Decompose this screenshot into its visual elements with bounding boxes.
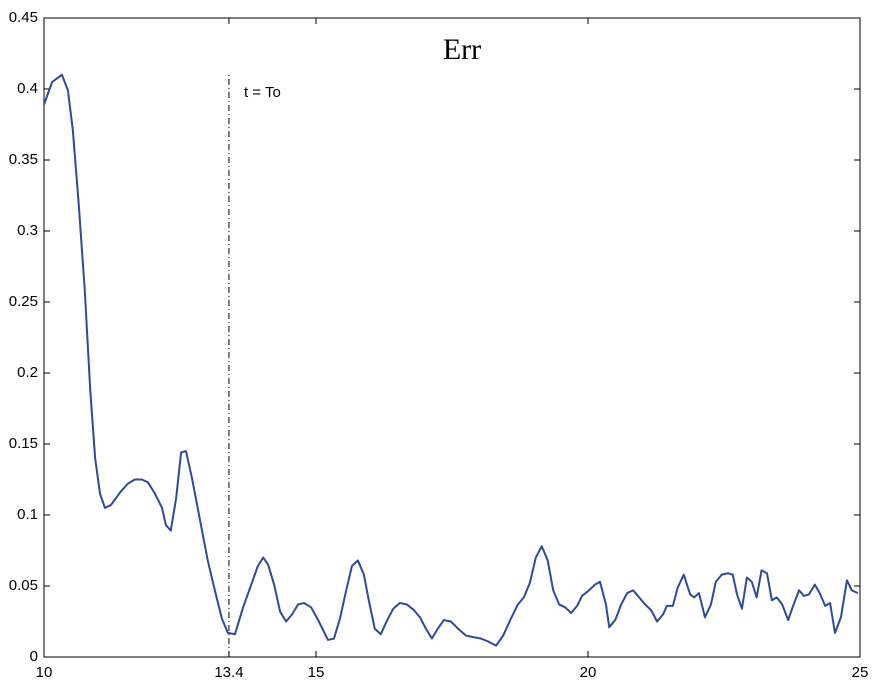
y-tick-label: 0.3 [17, 222, 38, 239]
x-tick-label: 10 [36, 664, 53, 681]
y-tick-label: 0.2 [17, 364, 38, 381]
y-tick-label: 0.4 [17, 80, 38, 97]
y-tick-label: 0.15 [9, 435, 38, 452]
chart-title: Err [443, 33, 481, 66]
y-tick-label: 0.45 [9, 9, 38, 26]
x-tick-label: 25 [852, 664, 869, 681]
y-tick-label: 0.25 [9, 293, 38, 310]
x-tick-label: 15 [308, 664, 325, 681]
x-tick-label: 20 [580, 664, 597, 681]
y-tick-label: 0.05 [9, 577, 38, 594]
data-line [43, 73, 859, 647]
y-tick-label: 0 [30, 648, 38, 665]
y-tick-label: 0.35 [9, 151, 38, 168]
x-tick-label: 13.4 [214, 664, 243, 681]
y-tick-label: 0.1 [17, 506, 38, 523]
plot-frame [43, 17, 861, 658]
annotation: t = To [244, 84, 281, 101]
